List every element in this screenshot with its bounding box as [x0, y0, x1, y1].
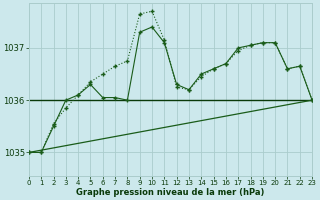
X-axis label: Graphe pression niveau de la mer (hPa): Graphe pression niveau de la mer (hPa) — [76, 188, 265, 197]
